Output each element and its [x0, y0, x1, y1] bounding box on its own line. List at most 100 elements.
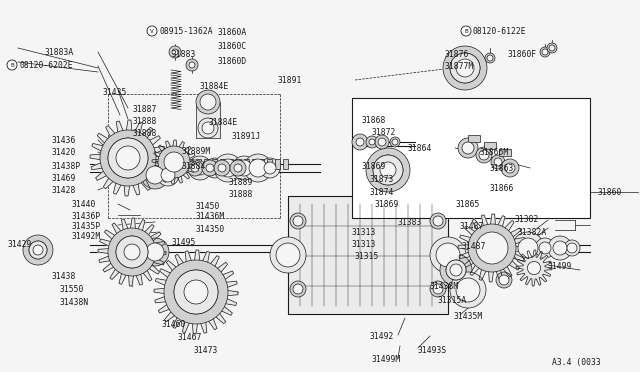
Text: 31315: 31315	[355, 252, 380, 261]
Circle shape	[456, 278, 480, 302]
Bar	[195, 159, 200, 169]
Text: 31864: 31864	[408, 144, 433, 153]
Circle shape	[169, 46, 181, 58]
Bar	[243, 159, 248, 169]
Circle shape	[468, 224, 516, 272]
Polygon shape	[90, 120, 166, 196]
Text: 31884: 31884	[182, 162, 206, 171]
Polygon shape	[516, 250, 552, 286]
Circle shape	[146, 243, 164, 261]
Circle shape	[119, 239, 145, 265]
Text: 31876: 31876	[445, 50, 469, 59]
Circle shape	[158, 146, 190, 178]
Circle shape	[108, 138, 148, 178]
Text: 31436: 31436	[52, 136, 76, 145]
Text: 31493S: 31493S	[418, 346, 447, 355]
Circle shape	[157, 164, 179, 186]
Circle shape	[219, 159, 237, 177]
Circle shape	[440, 254, 472, 286]
Circle shape	[430, 213, 446, 229]
Circle shape	[179, 275, 214, 310]
Bar	[275, 159, 280, 169]
Text: 31435P: 31435P	[72, 222, 101, 231]
Circle shape	[512, 232, 544, 264]
Circle shape	[476, 147, 492, 163]
Text: 31440: 31440	[72, 200, 97, 209]
Circle shape	[293, 284, 303, 294]
Circle shape	[462, 142, 474, 154]
Circle shape	[293, 216, 303, 226]
Circle shape	[196, 90, 220, 114]
Circle shape	[380, 162, 396, 178]
Text: 31874: 31874	[370, 188, 394, 197]
Circle shape	[527, 262, 541, 275]
Text: 31866: 31866	[490, 184, 515, 193]
Circle shape	[191, 164, 199, 172]
Circle shape	[366, 136, 378, 148]
Circle shape	[479, 150, 489, 160]
Text: 31436P: 31436P	[72, 212, 101, 221]
Circle shape	[187, 160, 203, 176]
Circle shape	[450, 264, 462, 276]
Text: 31883A: 31883A	[45, 48, 74, 57]
Circle shape	[369, 139, 375, 145]
Bar	[259, 159, 264, 169]
Circle shape	[174, 270, 218, 314]
Circle shape	[188, 156, 212, 180]
Circle shape	[436, 243, 460, 267]
Text: 31889: 31889	[229, 178, 253, 187]
Circle shape	[202, 160, 218, 176]
Circle shape	[100, 130, 156, 186]
Text: 31860C: 31860C	[218, 42, 247, 51]
Circle shape	[270, 237, 306, 273]
Text: 31891: 31891	[278, 76, 302, 85]
Circle shape	[206, 164, 214, 172]
Bar	[196, 102, 220, 138]
Text: 31869: 31869	[375, 200, 399, 209]
Text: 31860F: 31860F	[508, 50, 537, 59]
Bar	[499, 148, 511, 155]
Circle shape	[450, 272, 486, 308]
Circle shape	[214, 160, 230, 176]
Circle shape	[450, 53, 480, 83]
Text: V: V	[150, 29, 154, 33]
Circle shape	[276, 243, 300, 267]
Text: 31438N: 31438N	[60, 298, 89, 307]
Text: 31473: 31473	[194, 346, 218, 355]
Circle shape	[141, 161, 169, 189]
Bar	[352, 98, 590, 218]
Circle shape	[356, 138, 364, 146]
Circle shape	[430, 281, 446, 297]
Circle shape	[200, 94, 216, 110]
Circle shape	[378, 138, 386, 146]
Text: 31883: 31883	[172, 50, 196, 59]
Circle shape	[373, 155, 403, 185]
Circle shape	[540, 47, 550, 57]
Text: 31313: 31313	[352, 240, 376, 249]
Text: 31487: 31487	[462, 242, 486, 251]
Text: 31873: 31873	[370, 175, 394, 184]
Text: 31860: 31860	[598, 188, 622, 197]
Text: 31860A: 31860A	[218, 28, 247, 37]
Circle shape	[244, 154, 272, 182]
Text: 314350: 314350	[196, 225, 225, 234]
Circle shape	[249, 159, 267, 177]
Circle shape	[124, 244, 140, 260]
Text: 31495: 31495	[172, 238, 196, 247]
Circle shape	[373, 155, 403, 185]
Circle shape	[366, 148, 410, 192]
Text: B: B	[10, 62, 14, 67]
Bar	[268, 159, 273, 169]
Circle shape	[487, 55, 493, 61]
Text: 31868: 31868	[362, 116, 387, 125]
Text: 31436M: 31436M	[196, 212, 225, 221]
Circle shape	[446, 260, 466, 280]
Circle shape	[290, 213, 306, 229]
Circle shape	[214, 154, 242, 182]
Text: 31315A: 31315A	[438, 296, 467, 305]
Bar	[227, 159, 232, 169]
Circle shape	[494, 158, 502, 166]
Text: 31467: 31467	[178, 333, 202, 342]
Circle shape	[542, 49, 548, 55]
Circle shape	[232, 156, 256, 180]
